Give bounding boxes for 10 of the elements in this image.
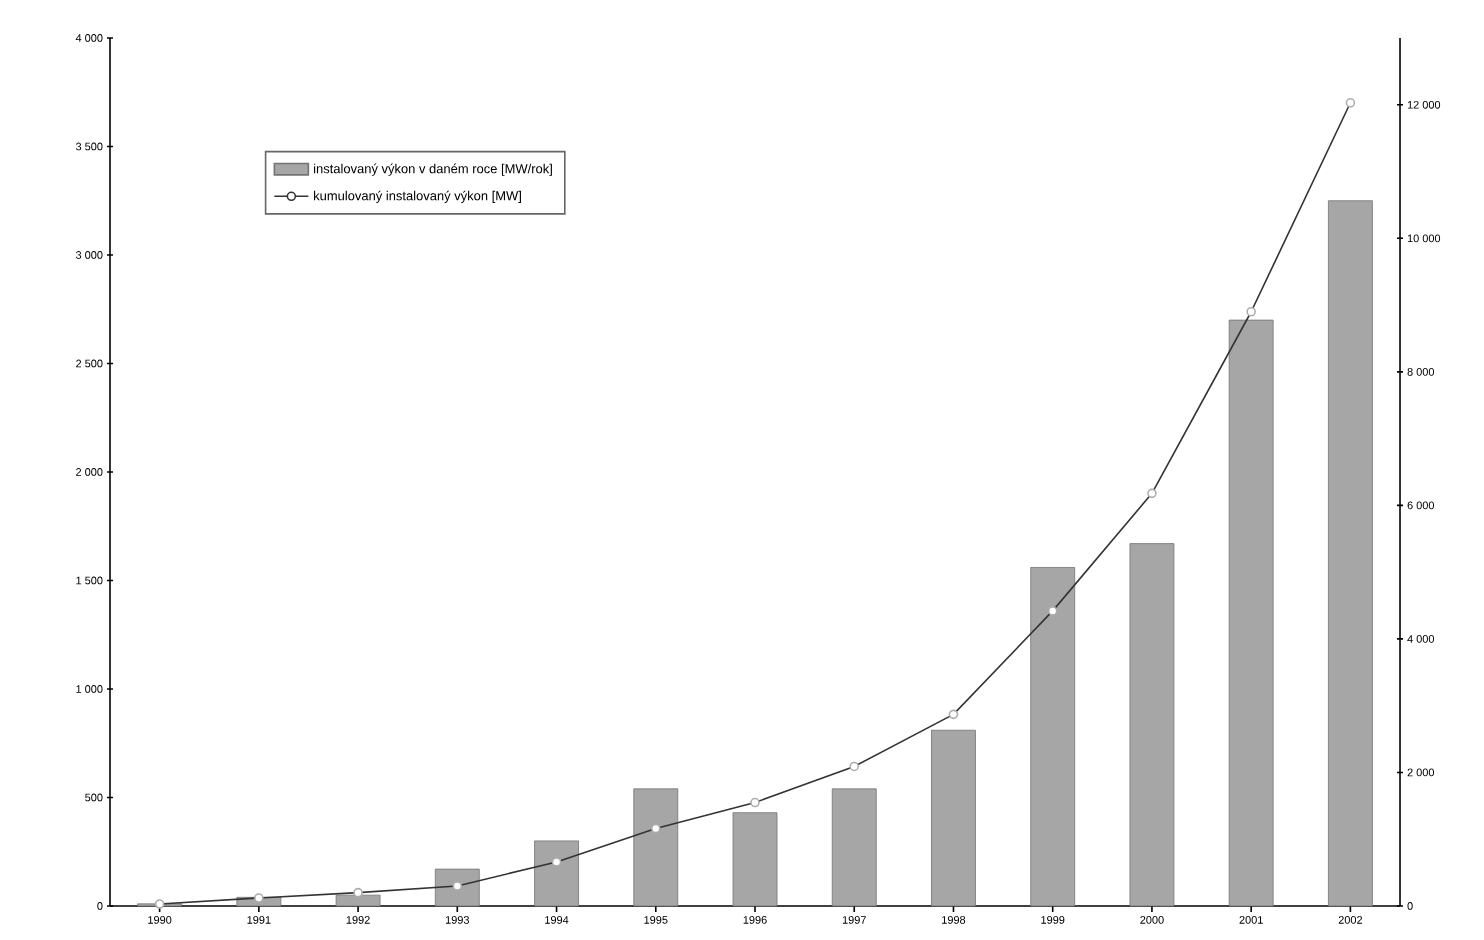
bar bbox=[1030, 567, 1076, 907]
bar bbox=[335, 894, 381, 907]
bar bbox=[534, 840, 579, 907]
bar bbox=[1328, 200, 1373, 907]
bar bbox=[732, 812, 778, 907]
bar bbox=[1129, 543, 1175, 907]
bar bbox=[434, 868, 480, 907]
bar bbox=[831, 788, 877, 907]
bar bbox=[633, 788, 679, 907]
bar bbox=[931, 729, 976, 907]
